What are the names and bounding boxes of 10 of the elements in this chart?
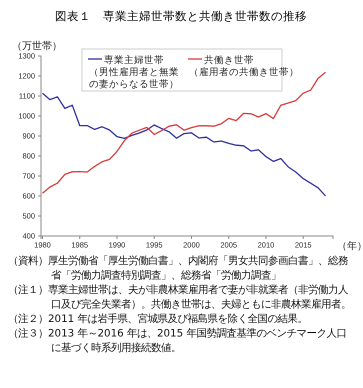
legend-label: 専業主婦世帯（男性雇用者と無業の妻からなる世帯） — [89, 54, 179, 90]
text: （注１）専業主婦世帯は、夫が非農林業雇用者で妻が非就業者（非労働力人口及び完全失業者）。共働き世帯は、夫婦ともに非農林業雇用者。 — [8, 284, 351, 310]
text: （注３）2013 年～2016 年は、2015 年国勢調査基準のベンチマーク人口に基づく時系列用接続数値。 — [8, 328, 346, 354]
y-axis-title: （万世帯） — [12, 40, 62, 52]
chart-title: 図表１ 専業主婦世帯数と共働き世帯数の推移 — [55, 9, 307, 23]
text: （注２）2011 年は岩手県、宮城県及び福島県を除く全国の結果。 — [8, 313, 308, 325]
legend-label: 共働き世帯（雇用者の共働き世帯） — [189, 54, 299, 78]
text: （資料）厚生労働省「厚生労働白書」、内閣府「男女共同参画白書」、総務省「労働力調査特別調査」、総務省「労働力調査」 — [8, 255, 348, 282]
line-series — [42, 92, 326, 197]
x-axis-title: （年） — [337, 240, 363, 252]
